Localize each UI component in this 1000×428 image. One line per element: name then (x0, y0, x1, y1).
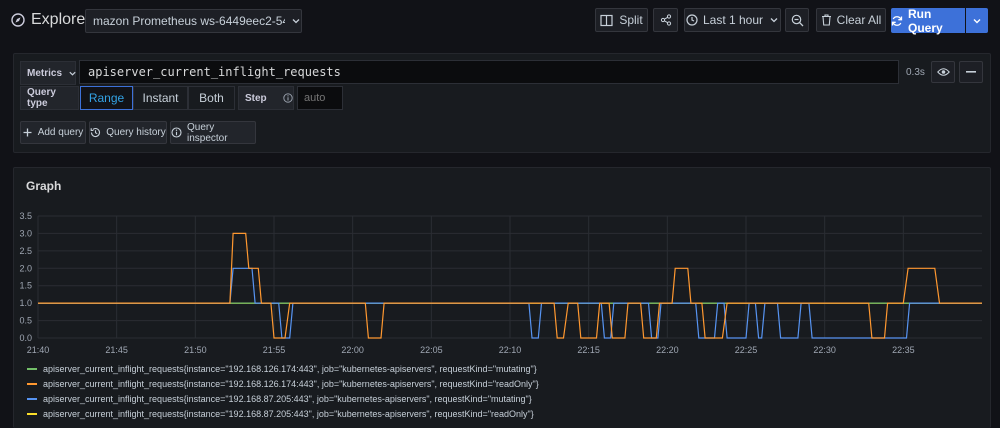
query-inspector-button[interactable]: Query inspector (170, 121, 256, 144)
graph-chart: 0.0 0.5 1.0 1.5 2.0 2.5 3.0 3.5 21:40 21:45 21:50 2… (19, 211, 982, 355)
info-circle-icon (171, 127, 182, 138)
query-type-instant[interactable]: Instant (133, 86, 188, 110)
query-editor-panel: Metrics apiserver_current_inflight_reque… (13, 53, 991, 153)
query-history-button[interactable]: Query history (89, 121, 167, 144)
y-tick-label: 0.5 (19, 316, 32, 326)
y-tick-label: 3.0 (19, 228, 32, 238)
x-tick-label: 22:35 (892, 345, 915, 355)
x-tick-label: 22:05 (420, 345, 443, 355)
compass-icon (11, 13, 25, 27)
x-tick-label: 22:15 (577, 345, 600, 355)
datasource-picker[interactable]: mazon Prometheus ws-6449eec2-54d2-4f (85, 9, 302, 33)
legend-label: apiserver_current_inflight_requests{inst… (43, 364, 537, 374)
clear-all-button[interactable]: Clear All (816, 8, 886, 32)
y-tick-label: 0.0 (19, 333, 32, 343)
add-query-button[interactable]: Add query (20, 121, 86, 144)
legend-swatch (27, 413, 37, 415)
query-expression: apiserver_current_inflight_requests (88, 65, 341, 79)
query-expression-input[interactable]: apiserver_current_inflight_requests (79, 60, 899, 84)
toggle-visibility-button[interactable] (931, 61, 955, 83)
x-tick-label: 22:10 (499, 345, 522, 355)
y-tick-label: 1.5 (19, 281, 32, 291)
y-tick-label: 2.0 (19, 263, 32, 273)
metrics-browser-button[interactable]: Metrics (20, 61, 76, 85)
x-tick-label: 21:55 (263, 345, 286, 355)
minus-icon (966, 71, 976, 73)
y-tick-label: 2.5 (19, 246, 32, 256)
info-icon (283, 93, 293, 103)
clock-icon (686, 14, 698, 26)
x-tick-label: 21:50 (184, 345, 207, 355)
run-query-options-button[interactable] (966, 8, 988, 33)
refresh-icon (891, 15, 903, 27)
top-nav: Explore mazon Prometheus ws-6449eec2-54d… (0, 0, 1000, 42)
split-label: Split (619, 13, 643, 27)
chevron-down-icon (291, 16, 301, 26)
x-tick-label: 22:20 (656, 345, 679, 355)
query-duration: 0.3s (906, 67, 925, 78)
time-range-picker[interactable]: Last 1 hour (684, 8, 781, 32)
run-query-label: Run Query (908, 6, 943, 35)
add-query-label: Add query (37, 127, 84, 138)
legend-swatch (27, 383, 37, 385)
series-line-1 (38, 232, 982, 339)
plus-icon (23, 128, 32, 137)
history-icon (90, 127, 101, 138)
legend-item[interactable]: apiserver_current_inflight_requests{inst… (27, 407, 534, 421)
graph-panel: Graph (13, 167, 991, 428)
time-range-label: Last 1 hour (702, 13, 764, 27)
eye-icon (936, 67, 950, 77)
chevron-down-icon (972, 16, 982, 26)
x-tick-label: 21:45 (105, 345, 128, 355)
query-type-range[interactable]: Range (80, 86, 133, 110)
legend-item[interactable]: apiserver_current_inflight_requests{inst… (27, 392, 532, 406)
trash-icon (821, 14, 832, 26)
datasource-name: mazon Prometheus ws-6449eec2-54d2-4f (93, 14, 285, 28)
share-button[interactable] (653, 8, 678, 32)
chevron-down-icon (68, 69, 77, 78)
legend-label: apiserver_current_inflight_requests{inst… (43, 379, 539, 389)
zoom-out-button[interactable] (785, 8, 809, 32)
clear-all-label: Clear All (836, 13, 882, 27)
x-tick-label: 22:25 (735, 345, 758, 355)
zoom-out-icon (791, 14, 804, 27)
share-icon (660, 14, 672, 26)
query-type-label: Query type (20, 86, 79, 110)
columns-icon (600, 14, 613, 27)
legend-item[interactable]: apiserver_current_inflight_requests{inst… (27, 362, 537, 376)
query-type-both[interactable]: Both (188, 86, 235, 110)
split-button[interactable]: Split (595, 8, 648, 32)
metrics-label: Metrics (27, 67, 63, 79)
graph-legend: apiserver_current_inflight_requests{inst… (0, 362, 1000, 426)
legend-label: apiserver_current_inflight_requests{inst… (43, 409, 534, 419)
page-title: Explore (31, 11, 86, 28)
graph-title: Graph (26, 179, 62, 193)
query-inspector-label: Query inspector (187, 121, 228, 144)
series-line-2 (38, 267, 982, 339)
legend-swatch (27, 368, 37, 370)
run-query-button[interactable]: Run Query (891, 6, 965, 35)
chevron-down-icon (769, 15, 779, 25)
x-tick-label: 22:30 (813, 345, 836, 355)
legend-item[interactable]: apiserver_current_inflight_requests{inst… (27, 377, 539, 391)
y-tick-label: 1.0 (19, 298, 32, 308)
y-tick-label: 3.5 (19, 211, 32, 221)
x-tick-label: 22:00 (341, 345, 364, 355)
step-label: Step (238, 86, 294, 110)
legend-label: apiserver_current_inflight_requests{inst… (43, 394, 532, 404)
remove-query-button[interactable] (959, 61, 983, 83)
step-input[interactable] (297, 86, 343, 110)
x-tick-label: 21:40 (27, 345, 50, 355)
query-history-label: Query history (106, 127, 166, 138)
legend-swatch (27, 398, 37, 400)
run-query-group: Run Query (891, 6, 988, 35)
